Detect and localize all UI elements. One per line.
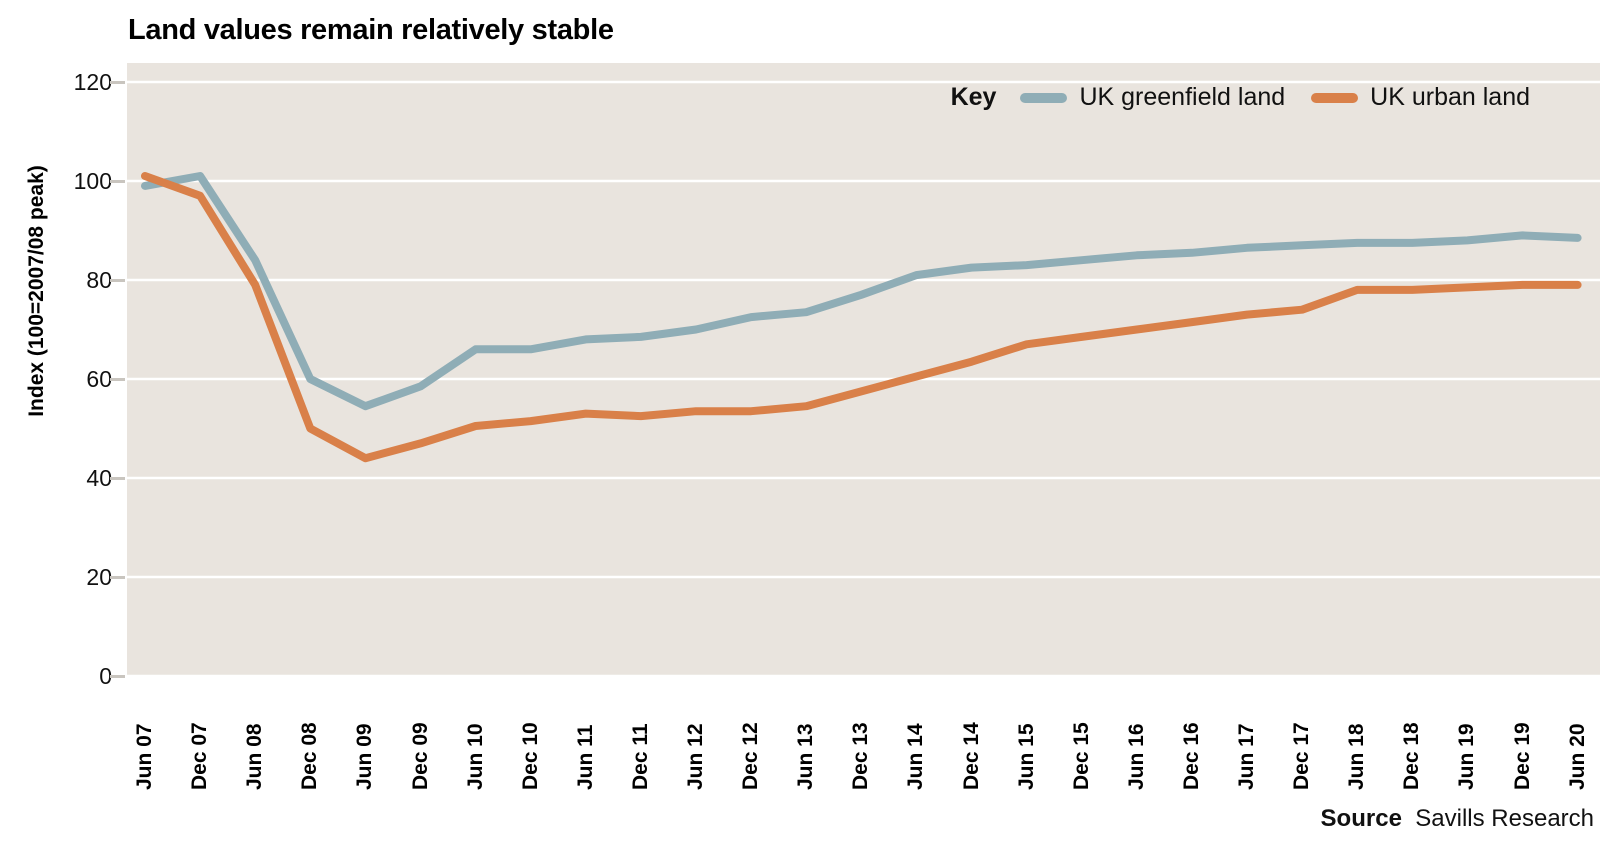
y-tick-mark [110, 179, 125, 183]
y-tick-label: 60 [86, 366, 112, 392]
x-tick-label: Jun 12 [684, 723, 707, 790]
source-line: Source Savills Research [1321, 805, 1594, 833]
y-tick-label: 120 [73, 69, 112, 95]
y-tick-mark [110, 278, 125, 282]
urban-line [141, 172, 1582, 463]
x-tick-label: Dec 07 [188, 722, 212, 790]
urban-line-swatch-icon [1311, 92, 1359, 103]
y-tick-label: 20 [86, 564, 112, 590]
legend-label-urban: UK urban land [1370, 83, 1530, 111]
x-tick-label: Dec 18 [1400, 722, 1424, 790]
x-tick-label: Dec 19 [1510, 722, 1534, 790]
x-tick-label: Jun 19 [1455, 723, 1479, 790]
x-tick-label: Dec 15 [1069, 722, 1093, 790]
greenfield-line [141, 172, 1582, 411]
y-tick-label: 100 [73, 168, 112, 194]
legend-label-greenfield: UK greenfield land [1079, 83, 1286, 111]
y-tick-mark [110, 80, 125, 84]
y-tick-mark [110, 377, 125, 381]
source-text: Savills Research [1415, 805, 1594, 832]
x-tick-label: Dec 09 [408, 722, 432, 790]
x-tick-label: Jun 16 [1124, 723, 1148, 790]
x-tick-label: Jun 07 [133, 723, 156, 790]
x-tick-label: Jun 17 [1235, 723, 1258, 790]
legend-key-label: Key [950, 83, 997, 111]
x-tick-label: Jun 11 [573, 724, 597, 790]
chart-title: Land values remain relatively stable [128, 14, 614, 46]
x-tick-label: Jun 18 [1345, 723, 1369, 790]
y-tick-mark [110, 674, 125, 678]
chart-legend: Key UK greenfield land UK urban land [951, 83, 1530, 112]
y-tick-mark [110, 575, 125, 579]
x-tick-label: Dec 16 [1179, 722, 1203, 790]
source-label: Source [1320, 805, 1402, 832]
plot-background [127, 63, 1600, 675]
x-tick-label: Dec 17 [1290, 722, 1314, 790]
x-tick-label: Dec 11 [628, 723, 652, 790]
x-tick-label: Jun 13 [794, 723, 818, 790]
x-tick-label: Dec 10 [518, 722, 542, 790]
x-tick-label: Jun 15 [1014, 723, 1038, 790]
y-tick-label: 40 [86, 465, 112, 491]
x-tick-label: Jun 20 [1565, 723, 1589, 790]
x-tick-label: Dec 12 [739, 722, 763, 790]
x-tick-label: Jun 09 [353, 723, 377, 790]
greenfield-line-swatch-icon [1020, 92, 1068, 103]
x-tick-label: Dec 13 [849, 722, 873, 790]
y-tick-label: 0 [99, 663, 112, 689]
plot-area [127, 63, 1600, 675]
x-tick-label: Jun 10 [463, 723, 487, 790]
x-tick-label: Dec 08 [298, 722, 322, 790]
y-tick-label: 80 [86, 267, 112, 293]
x-tick-label: Jun 08 [243, 723, 267, 790]
x-tick-label: Jun 14 [904, 723, 928, 790]
line-chart-canvas [127, 63, 1600, 675]
x-tick-label: Dec 14 [959, 722, 983, 790]
y-tick-mark [110, 476, 125, 480]
